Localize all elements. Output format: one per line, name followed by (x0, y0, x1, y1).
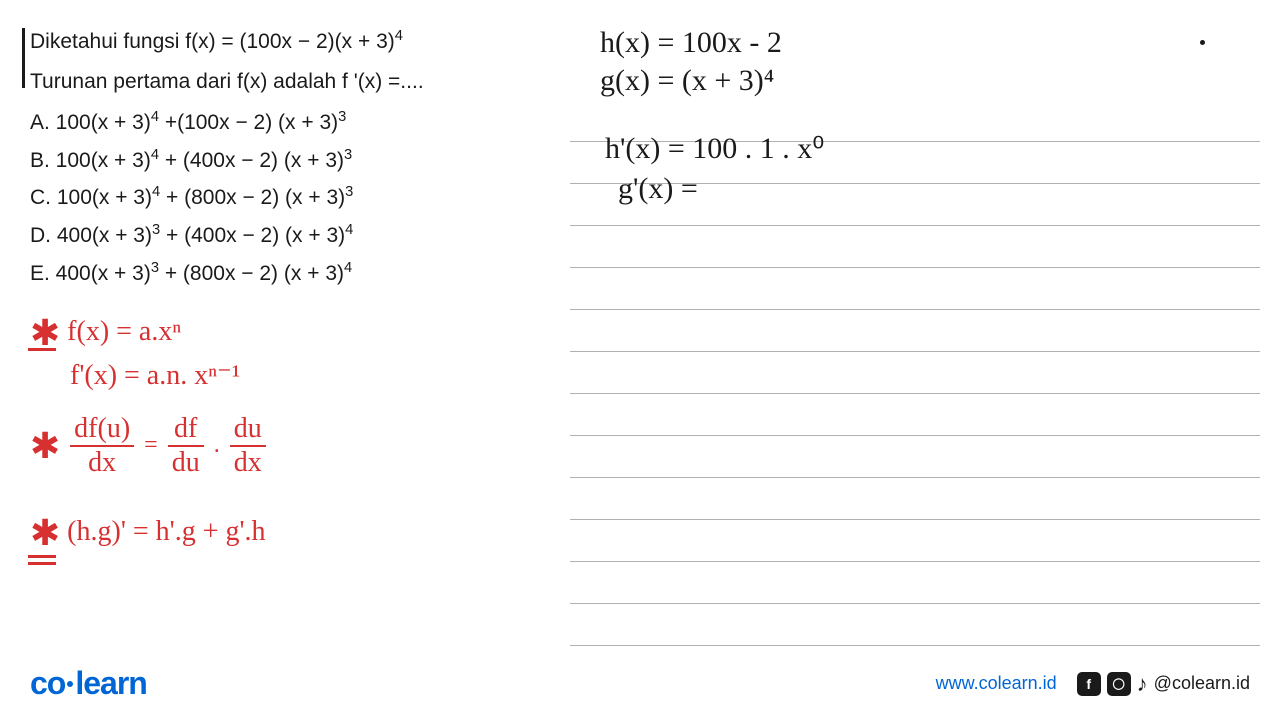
footer: colearn www.colearn.id f ◯ ♪ @colearn.id (30, 665, 1250, 702)
frac-mid-top: df (168, 415, 204, 447)
asterisk-underline-3a (28, 555, 56, 558)
frac-rhs-top: du (230, 415, 266, 447)
asterisk-underline-1 (28, 348, 56, 351)
ruled-line (570, 268, 1260, 310)
facebook-icon: f (1077, 672, 1101, 696)
logo: colearn (30, 665, 147, 702)
ruled-line (570, 352, 1260, 394)
ruled-line (570, 562, 1260, 604)
problem-left-border (22, 28, 25, 88)
work-line-2: g(x) = (x + 3)⁴ (600, 60, 774, 102)
option-d: D. 400(x + 3)3 + (400x − 2) (x + 3)4 (30, 218, 530, 254)
ruled-line (570, 520, 1260, 562)
social-handles: f ◯ ♪ @colearn.id (1077, 671, 1250, 697)
option-b: B. 100(x + 3)4 + (400x − 2) (x + 3)3 (30, 143, 530, 179)
social-handle: @colearn.id (1154, 673, 1250, 694)
work-line-3: h'(x) = 100 . 1 . x⁰ (605, 128, 824, 170)
ruled-line (570, 226, 1260, 268)
instagram-icon: ◯ (1107, 672, 1131, 696)
logo-dot-icon (67, 681, 73, 687)
options-list: A. 100(x + 3)4 +(100x − 2) (x + 3)3 B. 1… (30, 105, 530, 291)
footer-right: www.colearn.id f ◯ ♪ @colearn.id (936, 671, 1250, 697)
note-rule-2: ✱ df(u) dx = df du . du dx (30, 415, 266, 477)
rule1-line1: f(x) = a.xⁿ (67, 314, 181, 352)
rule1-line2: f'(x) = a.n. xⁿ⁻¹ (70, 358, 240, 394)
ruled-line (570, 394, 1260, 436)
rule2-eq: = (144, 430, 158, 461)
work-line-4: g'(x) = (618, 168, 698, 210)
tiktok-icon: ♪ (1137, 671, 1148, 697)
ruled-line (570, 604, 1260, 646)
work-line-1: h(x) = 100x - 2 (600, 22, 782, 64)
logo-co: co (30, 665, 65, 701)
ruled-line (570, 310, 1260, 352)
ruled-line (570, 436, 1260, 478)
problem-panel: Diketahui fungsi f(x) = (100x − 2)(x + 3… (30, 25, 530, 293)
note-rule-3: ✱ (h.g)' = h'.g + g'.h (30, 510, 266, 557)
rule3-text: (h.g)' = h'.g + g'.h (67, 516, 265, 547)
stray-dot (1200, 40, 1205, 45)
rule2-dot: . (214, 430, 220, 461)
option-e: E. 400(x + 3)3 + (800x − 2) (x + 3)4 (30, 256, 530, 292)
problem-line-1: Diketahui fungsi f(x) = (100x − 2)(x + 3… (30, 25, 530, 58)
frac-rhs-bot: dx (230, 447, 266, 477)
frac-lhs-top: df(u) (70, 415, 134, 447)
problem-line-2: Turunan pertama dari f(x) adalah f '(x) … (30, 66, 530, 98)
option-a: A. 100(x + 3)4 +(100x − 2) (x + 3)3 (30, 105, 530, 141)
asterisk-underline-3b (28, 562, 56, 565)
website-url: www.colearn.id (936, 673, 1057, 694)
option-c: C. 100(x + 3)4 + (800x − 2) (x + 3)3 (30, 180, 530, 216)
ruled-line (570, 478, 1260, 520)
frac-mid-bot: du (168, 447, 204, 477)
logo-learn: learn (75, 665, 146, 701)
frac-lhs-bot: dx (70, 447, 134, 477)
